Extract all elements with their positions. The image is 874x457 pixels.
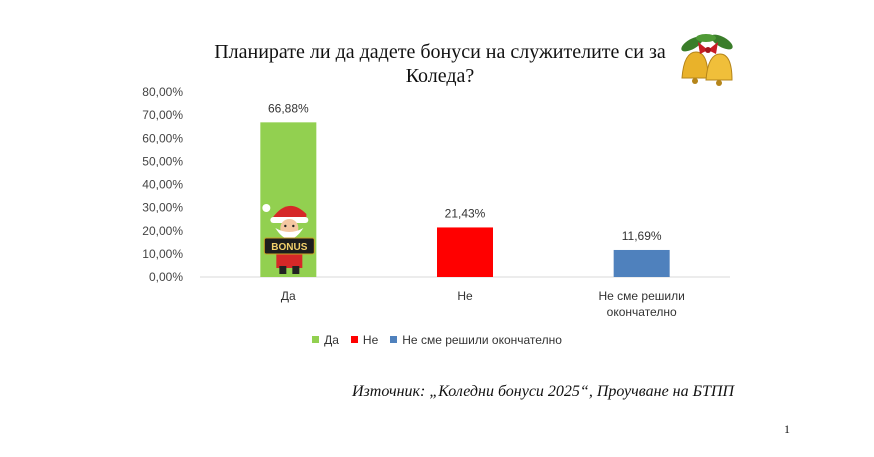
chart-labels: 66,88% Да 21,43% Не 11,69% Не сме решили оконч… [268,101,685,319]
y-tick-label: 60,00% [142,131,183,145]
y-tick-label: 40,00% [142,178,183,192]
legend-swatch [312,336,320,343]
legend-label: Не [362,332,379,347]
source-note: Източник: „Коледни бонуси 2025“, Проучва… [352,383,735,400]
y-tick-label: 70,00% [142,108,183,122]
category-label: Да [281,289,296,303]
y-tick-label: 20,00% [142,224,183,238]
category-label: окончателно [607,305,677,319]
legend-item: Да [312,333,339,347]
legend-swatch [390,336,398,343]
chart-title: Планирате ли да дадете бонуси на служите… [214,41,666,87]
legend-label: Да [324,332,339,347]
decorations: BONUS [262,34,733,274]
legend-label: Не сме решили окончателно [402,332,562,347]
data-label: 11,69% [622,229,662,243]
y-tick-label: 50,00% [142,154,183,168]
chart-bars [260,122,670,277]
santa-bonus-icon: BONUS [262,204,315,274]
y-tick-label: 0,00% [149,270,183,284]
y-tick-label: 10,00% [142,247,183,261]
legend-item: Не сме решили окончателно [390,333,562,347]
bar [437,227,493,277]
chart-legend: Да Не Не сме решили окончателно [0,332,874,347]
page-number: 1 [784,422,790,436]
chart-axes: 0,00% 10,00% 20,00% 30,00% 40,00% 50,00% 60,00… [142,85,730,284]
legend-swatch [350,336,358,343]
bar [613,249,670,277]
y-tick-label: 80,00% [142,85,183,99]
data-label: 21,43% [445,206,486,220]
y-tick-label: 30,00% [142,201,183,215]
data-label: 66,88% [268,101,309,115]
category-label: Не [457,289,473,303]
bonus-sign-label: BONUS [271,242,307,253]
legend-item: Не [350,332,379,347]
category-label: Не сме решили [599,289,685,303]
christmas-bells-icon [681,34,733,86]
